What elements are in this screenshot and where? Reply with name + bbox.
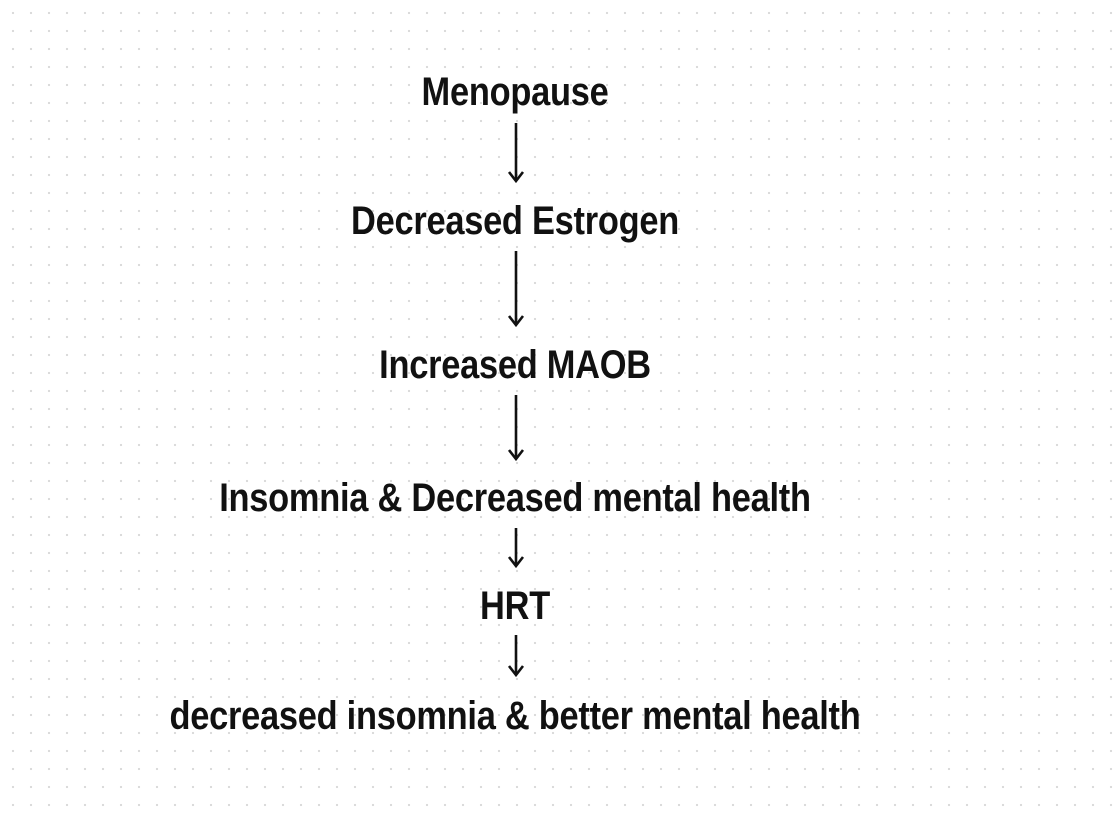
arrow-down-icon xyxy=(507,123,525,184)
node-menopause: Menopause xyxy=(421,70,609,114)
node-decreased-estrogen: Decreased Estrogen xyxy=(350,199,680,243)
node-decreased-insomnia-better-mental-health: decreased insomnia & better mental healt… xyxy=(169,694,861,738)
node-insomnia-decreased-mental-health: Insomnia & Decreased mental health xyxy=(219,476,811,520)
node-increased-maob: Increased MAOB xyxy=(379,343,651,387)
arrow-down-icon xyxy=(507,251,525,328)
node-hrt: HRT xyxy=(480,584,550,628)
arrow-down-icon xyxy=(507,528,525,569)
arrow-down-icon xyxy=(507,635,525,678)
arrow-down-icon xyxy=(507,395,525,462)
